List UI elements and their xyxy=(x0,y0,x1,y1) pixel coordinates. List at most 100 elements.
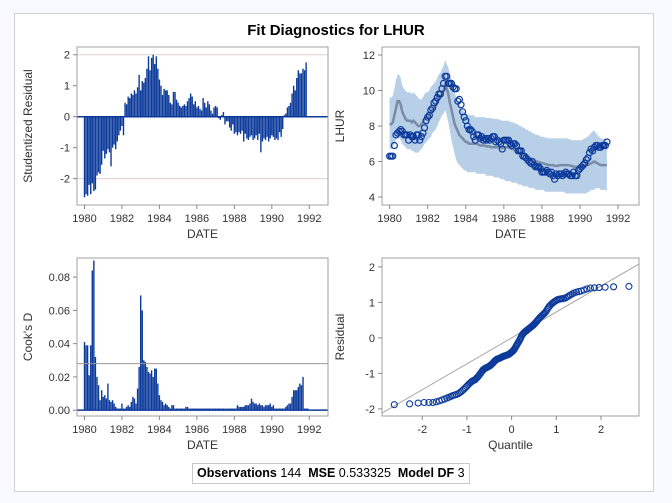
x-tick-label: 1990 xyxy=(260,424,284,436)
y-axis-label: Studentized Residual xyxy=(21,69,35,182)
y-tick-label: -1 xyxy=(60,143,70,155)
bar xyxy=(274,408,276,411)
bar xyxy=(275,408,278,411)
bar xyxy=(238,116,240,133)
bar xyxy=(271,406,273,411)
bar xyxy=(294,90,296,117)
bar xyxy=(177,102,179,117)
bar xyxy=(282,116,284,130)
x-axis-label: Quantile xyxy=(488,438,533,452)
bar xyxy=(239,116,242,134)
bar xyxy=(216,107,218,117)
bar xyxy=(277,116,279,140)
y-tick-label: -2 xyxy=(60,174,70,186)
observed-point xyxy=(390,141,398,150)
bar xyxy=(174,408,176,411)
bar xyxy=(193,408,195,411)
x-tick-label: 1984 xyxy=(147,424,171,436)
y-tick-label: 0 xyxy=(369,333,375,345)
bar xyxy=(303,70,306,117)
bar xyxy=(199,408,201,411)
bar xyxy=(202,98,204,117)
bar xyxy=(235,116,237,133)
bar xyxy=(83,341,86,411)
bar xyxy=(260,116,262,153)
bar xyxy=(158,395,161,411)
bar xyxy=(302,376,304,411)
bar xyxy=(94,356,97,411)
observed-point xyxy=(416,136,424,144)
bar xyxy=(263,406,265,411)
y-tick-label: -2 xyxy=(365,404,375,416)
bar xyxy=(104,116,106,159)
bar xyxy=(88,375,90,411)
bar xyxy=(108,400,111,411)
bar xyxy=(258,116,261,134)
figure-title: Fit Diagnostics for LHUR xyxy=(247,22,425,39)
bar xyxy=(182,105,184,117)
bar xyxy=(144,77,147,117)
bar xyxy=(253,116,256,139)
qq-point xyxy=(580,286,588,294)
bar xyxy=(219,408,221,411)
bar xyxy=(289,403,292,411)
x-tick-label: 1982 xyxy=(415,213,439,225)
observed-point xyxy=(498,145,506,153)
observed-point xyxy=(424,113,432,121)
observed-point xyxy=(582,156,590,164)
bar xyxy=(90,116,92,195)
qq-point xyxy=(425,398,433,407)
bar xyxy=(110,401,112,411)
bar xyxy=(207,101,209,117)
bar xyxy=(213,107,215,117)
bar xyxy=(115,406,117,411)
x-tick-label: 1988 xyxy=(222,213,246,225)
bar xyxy=(183,104,186,117)
x-tick-label: -1 xyxy=(462,424,472,436)
observed-point xyxy=(589,147,597,155)
bar xyxy=(122,408,125,411)
bar xyxy=(252,116,254,140)
bar xyxy=(85,116,87,195)
bar xyxy=(269,403,271,411)
bar xyxy=(147,371,150,411)
bar xyxy=(99,400,101,411)
bar xyxy=(177,408,179,411)
bar xyxy=(141,310,143,411)
bar xyxy=(219,116,221,120)
x-tick-label: 1980 xyxy=(377,213,401,225)
bar xyxy=(189,93,192,117)
bar xyxy=(163,88,165,117)
x-tick-label: 1986 xyxy=(185,424,209,436)
bar xyxy=(125,406,128,411)
bar xyxy=(144,361,147,411)
bar xyxy=(168,95,170,117)
bar xyxy=(224,116,226,125)
bar xyxy=(116,408,118,411)
bar xyxy=(130,93,133,117)
bar xyxy=(241,116,243,131)
bar xyxy=(132,95,134,117)
bar xyxy=(121,116,123,126)
bar xyxy=(269,116,271,139)
bar xyxy=(121,403,123,411)
bar xyxy=(196,107,198,117)
bar xyxy=(239,406,242,411)
qq-point xyxy=(610,283,618,291)
observed-point xyxy=(447,79,456,87)
bar xyxy=(203,102,206,117)
observed-point xyxy=(389,152,397,160)
bar xyxy=(274,116,276,140)
bar xyxy=(232,408,234,411)
bar xyxy=(189,408,192,411)
bar xyxy=(100,116,103,165)
bar xyxy=(119,116,122,131)
bar xyxy=(191,408,193,411)
bar xyxy=(182,408,184,411)
bar xyxy=(216,408,218,411)
bar xyxy=(294,390,296,411)
bar xyxy=(300,73,303,117)
bar xyxy=(283,408,285,411)
bar xyxy=(155,368,157,411)
